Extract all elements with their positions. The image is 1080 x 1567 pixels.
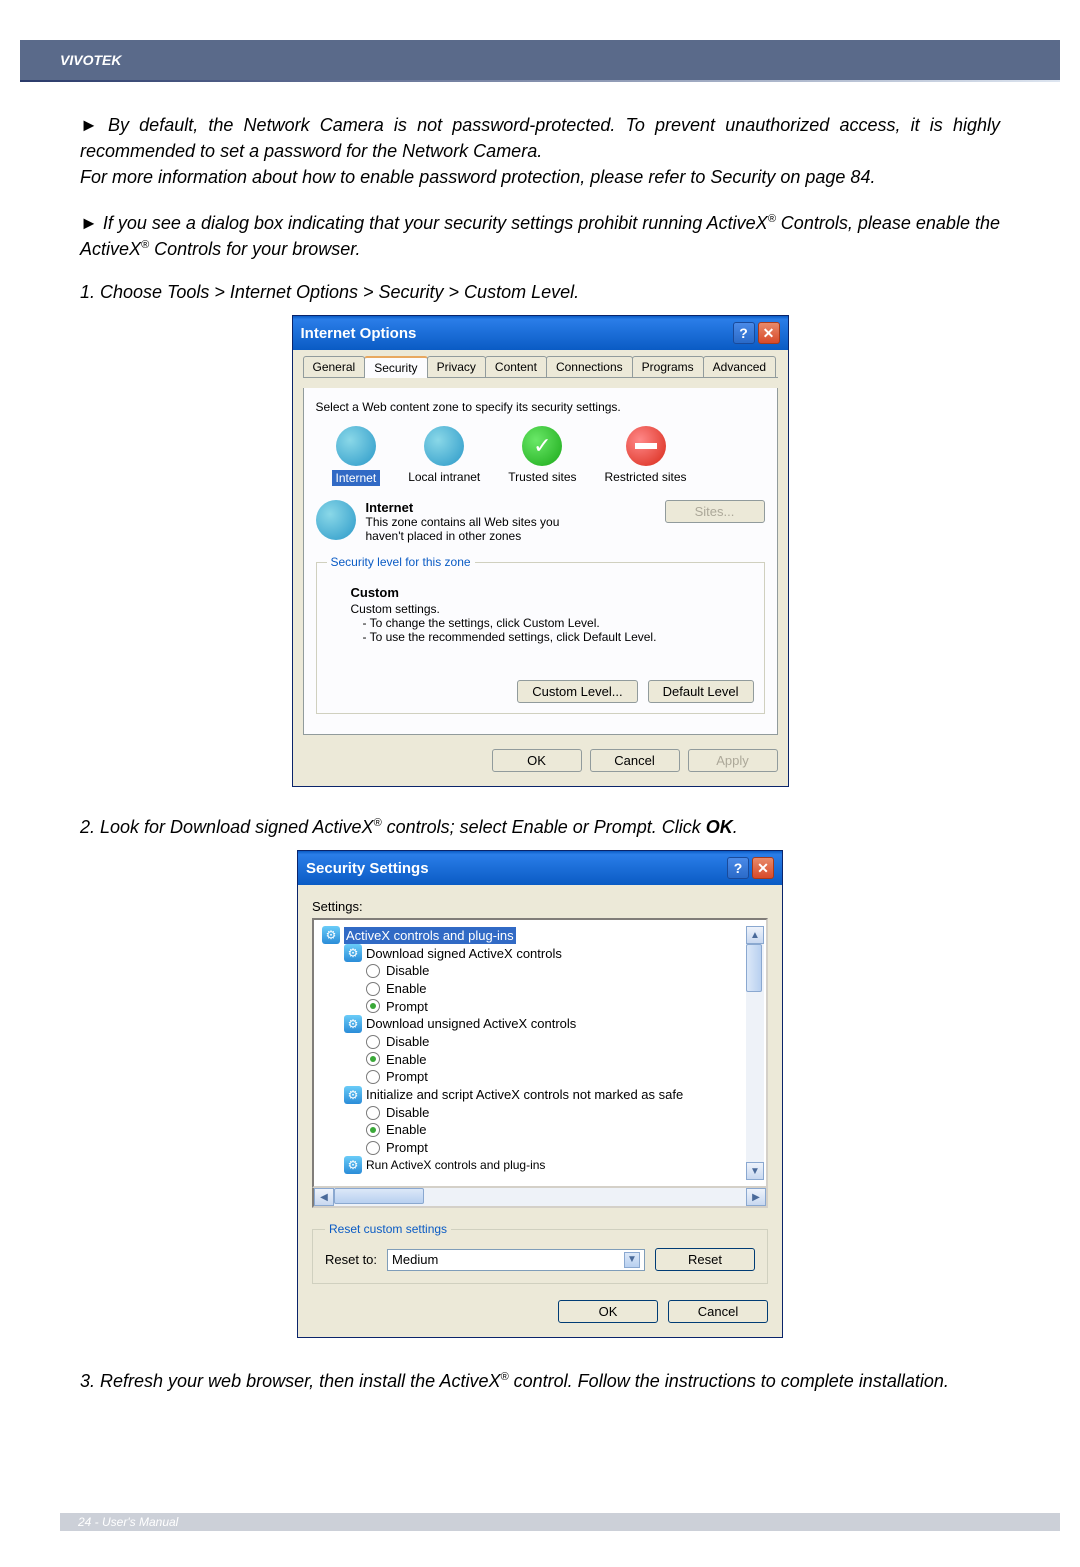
dialog-title-text: Security Settings [306,860,429,877]
arrow-icon: ► [80,213,98,233]
dialog-titlebar: Security Settings ? ✕ [298,851,782,885]
cancel-button[interactable]: Cancel [590,749,680,772]
step-1: 1. Choose Tools > Internet Options > Sec… [80,282,1000,303]
radio-icon[interactable] [366,1123,380,1137]
tab-programs[interactable]: Programs [632,356,704,377]
zone-info-title: Internet [366,500,655,515]
step-3: 3. Refresh your web browser, then instal… [80,1368,1000,1394]
zone-internet[interactable]: Internet [332,426,381,486]
custom-title: Custom [351,585,754,600]
custom-level-button[interactable]: Custom Level... [517,680,637,703]
radio-icon[interactable] [366,1070,380,1084]
footer-bar [60,1513,1060,1531]
radio-icon[interactable] [366,964,380,978]
scroll-left-icon[interactable]: ◀ [314,1188,334,1206]
close-icon[interactable]: ✕ [752,857,774,879]
header-underline [20,80,1060,82]
zone-trusted[interactable]: ✓ Trusted sites [508,426,576,486]
note-2: ► If you see a dialog box indicating tha… [80,210,1000,262]
globe-icon [316,500,356,540]
gear-icon: ⚙ [344,1086,362,1104]
note-1: ► By default, the Network Camera is not … [80,112,1000,190]
scroll-right-icon[interactable]: ▶ [746,1188,766,1206]
radio-icon[interactable] [366,1052,380,1066]
scroll-down-icon[interactable]: ▼ [746,1162,764,1180]
help-icon[interactable]: ? [733,322,755,344]
tab-content[interactable]: Content [485,356,547,377]
tab-advanced[interactable]: Advanced [703,356,776,377]
header-bar: VIVOTEK [20,40,1060,80]
settings-label: Settings: [312,899,768,914]
help-icon[interactable]: ? [727,857,749,879]
scroll-up-icon[interactable]: ▲ [746,926,764,944]
ok-button[interactable]: OK [492,749,582,772]
horizontal-scrollbar[interactable]: ◀ ▶ [312,1188,768,1208]
radio-icon[interactable] [366,1106,380,1120]
cancel-button[interactable]: Cancel [668,1300,768,1323]
default-level-button[interactable]: Default Level [648,680,754,703]
scroll-thumb[interactable] [746,944,762,992]
brand: VIVOTEK [60,52,121,68]
zone-description: Select a Web content zone to specify its… [316,400,765,414]
reset-legend: Reset custom settings [325,1222,451,1236]
zone-restricted[interactable]: Restricted sites [605,426,687,486]
gear-icon: ⚙ [344,1015,362,1033]
internet-options-dialog: Internet Options ? ✕ General Security Pr… [292,315,789,787]
globe-icon [424,426,464,466]
security-level-legend: Security level for this zone [327,555,475,569]
check-icon: ✓ [522,426,562,466]
tab-security[interactable]: Security [364,356,427,378]
vertical-scrollbar[interactable]: ▲ ▼ [746,926,764,1180]
settings-tree[interactable]: ⚙ActiveX controls and plug-ins ⚙Download… [312,918,768,1188]
reset-to-label: Reset to: [325,1252,377,1267]
arrow-icon: ► [80,115,98,135]
zone-intranet[interactable]: Local intranet [408,426,480,486]
tab-connections[interactable]: Connections [546,356,633,377]
tab-general[interactable]: General [303,356,366,377]
reset-select[interactable]: Medium ▼ [387,1249,645,1271]
close-icon[interactable]: ✕ [758,322,780,344]
gear-icon: ⚙ [344,1156,362,1174]
ok-button[interactable]: OK [558,1300,658,1323]
security-settings-dialog: Security Settings ? ✕ Settings: ⚙ActiveX… [297,850,783,1338]
step-2: 2. Look for Download signed ActiveX® con… [80,817,1000,838]
content-area: ► By default, the Network Camera is not … [0,112,1080,1395]
footer-text: 24 - User's Manual [78,1513,178,1531]
radio-icon[interactable] [366,999,380,1013]
dialog-titlebar: Internet Options ? ✕ [293,316,788,350]
gear-icon: ⚙ [344,944,362,962]
tab-privacy[interactable]: Privacy [427,356,486,377]
radio-icon[interactable] [366,982,380,996]
radio-icon[interactable] [366,1141,380,1155]
reset-button[interactable]: Reset [655,1248,755,1271]
gear-icon: ⚙ [322,926,340,944]
globe-icon [336,426,376,466]
radio-icon[interactable] [366,1035,380,1049]
restricted-icon [626,426,666,466]
sites-button: Sites... [665,500,765,523]
dialog-title-text: Internet Options [301,325,417,342]
apply-button: Apply [688,749,778,772]
tab-strip: General Security Privacy Content Connect… [303,356,778,378]
scroll-thumb[interactable] [334,1188,424,1204]
chevron-down-icon: ▼ [624,1252,640,1268]
